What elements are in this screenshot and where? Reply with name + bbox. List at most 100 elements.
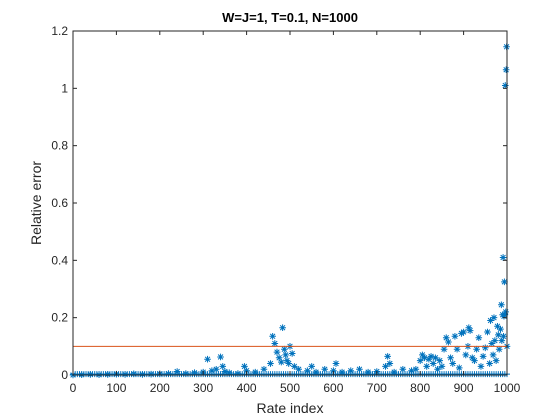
data-point <box>466 327 474 334</box>
data-point <box>104 371 112 378</box>
data-point <box>423 363 431 370</box>
data-point <box>219 363 227 370</box>
plot-area <box>73 31 507 375</box>
data-point <box>234 370 242 377</box>
data-point <box>482 344 489 352</box>
data-point <box>451 333 459 340</box>
data-point <box>488 340 496 347</box>
data-point <box>283 357 291 364</box>
data-point <box>243 367 250 374</box>
data-point <box>251 368 259 376</box>
data-point <box>429 360 437 367</box>
data-point <box>490 314 498 321</box>
x-tick-label: 1000 <box>494 381 521 395</box>
data-point <box>486 360 493 367</box>
data-point <box>173 368 181 375</box>
data-point <box>453 345 461 353</box>
data-point <box>282 351 289 359</box>
data-point <box>338 368 346 376</box>
data-point <box>384 353 391 360</box>
data-point <box>390 368 398 376</box>
data-point <box>438 363 446 370</box>
data-point <box>217 353 224 361</box>
data-point <box>347 367 355 374</box>
data-point <box>260 365 268 373</box>
data-point <box>130 370 138 378</box>
data-point <box>475 334 483 342</box>
data-point <box>427 353 435 360</box>
data-point <box>225 369 233 377</box>
data-point <box>491 337 499 344</box>
data-point <box>285 360 292 367</box>
data-point <box>484 328 491 336</box>
data-point <box>494 322 501 330</box>
data-point <box>279 324 286 331</box>
x-tick-label: 700 <box>367 381 387 395</box>
data-point <box>421 354 428 362</box>
x-tick-label: 600 <box>323 381 343 395</box>
data-point <box>447 354 454 362</box>
data-point <box>165 370 172 377</box>
data-point <box>386 360 394 367</box>
data-point <box>492 357 500 364</box>
y-tick-label: 0.8 <box>51 139 68 153</box>
data-point <box>501 311 509 319</box>
data-point <box>208 367 216 374</box>
data-point <box>425 355 433 363</box>
data-point <box>191 369 198 377</box>
x-tick-label: 800 <box>410 381 430 395</box>
x-tick-label: 100 <box>106 381 126 395</box>
x-tick-label: 300 <box>193 381 213 395</box>
data-point <box>330 367 337 374</box>
data-point <box>408 367 415 374</box>
data-point <box>364 368 372 376</box>
data-point <box>500 333 507 340</box>
x-tick-label: 400 <box>237 381 257 395</box>
data-point <box>498 301 505 309</box>
data-point <box>455 364 463 372</box>
data-point <box>291 363 298 370</box>
data-point <box>502 308 509 316</box>
data-point <box>477 363 485 370</box>
y-tick-label: 0 <box>61 368 68 382</box>
data-point <box>312 368 320 376</box>
data-point <box>495 331 502 339</box>
data-point <box>121 371 129 378</box>
data-point <box>440 345 448 353</box>
data-point <box>468 354 476 362</box>
data-point <box>462 351 470 359</box>
data-point <box>278 358 285 366</box>
y-axis-label: Relative error <box>28 161 44 245</box>
data-point <box>445 338 452 346</box>
x-axis-label: Rate index <box>257 400 324 416</box>
x-tick-label: 0 <box>70 381 77 395</box>
data-point <box>204 355 211 363</box>
data-point <box>487 317 494 324</box>
data-point <box>308 363 315 370</box>
data-point <box>434 365 441 373</box>
data-point <box>497 325 504 333</box>
data-point <box>273 348 281 356</box>
data-point <box>321 365 329 373</box>
data-point <box>382 363 389 370</box>
y-tick-label: 0.4 <box>51 253 68 267</box>
data-point <box>419 351 426 359</box>
data-point <box>212 365 220 373</box>
data-point <box>295 365 302 373</box>
data-point <box>501 82 509 89</box>
data-point <box>332 360 340 367</box>
x-tick-label: 500 <box>280 381 300 395</box>
data-point <box>502 66 510 73</box>
data-point <box>271 340 279 347</box>
chart-title: W=J=1, T=0.1, N=1000 <box>222 10 358 25</box>
data-point <box>241 363 248 370</box>
data-point <box>498 337 506 344</box>
data-point <box>473 345 480 353</box>
data-point <box>182 370 190 377</box>
data-point <box>479 353 487 360</box>
data-point <box>269 333 276 340</box>
data-point <box>304 367 311 374</box>
data-point <box>399 365 407 373</box>
data-point <box>139 371 146 378</box>
x-tick-label: 900 <box>454 381 474 395</box>
